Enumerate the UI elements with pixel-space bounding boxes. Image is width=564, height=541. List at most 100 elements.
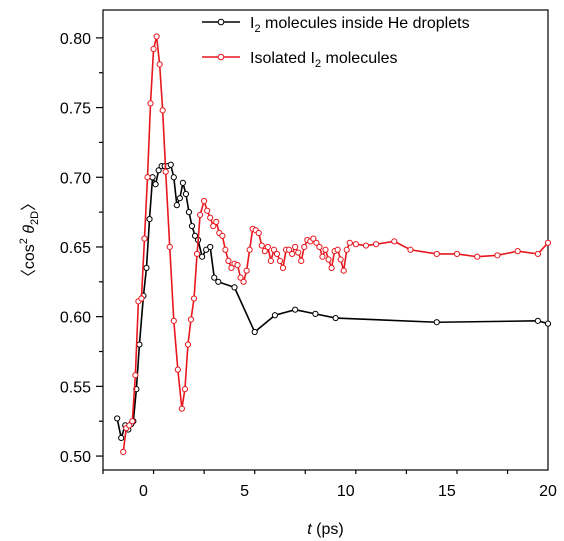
- data-point: [319, 253, 326, 260]
- y-tick-label: 0.70: [60, 170, 91, 187]
- data-point: [204, 207, 211, 214]
- data-point: [193, 250, 201, 258]
- legend-label: Isolated I2 molecules: [250, 50, 398, 70]
- data-point: [407, 246, 414, 253]
- data-point: [126, 422, 133, 429]
- data-point: [153, 33, 160, 40]
- y-tick-label: 0.80: [60, 31, 91, 48]
- data-point: [234, 261, 241, 269]
- series-line: [116, 163, 549, 442]
- data-point: [453, 250, 461, 258]
- data-point: [144, 174, 151, 181]
- data-point: [264, 243, 271, 251]
- data-point: [190, 295, 198, 302]
- data-point: [213, 218, 220, 225]
- x-tick-label: 20: [539, 483, 557, 500]
- y-tick-label: 0.55: [60, 379, 91, 396]
- data-point: [138, 295, 145, 302]
- x-axis-label: t (ps): [307, 521, 343, 538]
- labels: 0 5 10 15 20 0.50 0.55 0.60 0.65 0.70 0.75 0.80 t (p…: [18, 31, 557, 538]
- data-point: [152, 181, 159, 188]
- data-point: [167, 161, 174, 168]
- data-point: [129, 418, 136, 425]
- data-point: [301, 243, 308, 251]
- data-point: [433, 250, 440, 258]
- data-point: [474, 253, 481, 260]
- y-tick-label: 0.50: [60, 449, 91, 466]
- data-point: [207, 214, 214, 221]
- y-axis-label: 〈cos2 θ2D〉: [18, 195, 41, 285]
- data-point: [391, 238, 398, 245]
- x-tick-label: 15: [438, 483, 456, 500]
- data-point: [207, 243, 214, 251]
- data-point: [310, 235, 317, 242]
- data-point: [143, 264, 150, 271]
- data-point: [273, 250, 281, 258]
- legend-marker: [217, 53, 225, 61]
- data-point: [188, 222, 196, 230]
- data-point: [298, 257, 305, 265]
- data-point: [219, 232, 226, 239]
- data-point: [433, 319, 440, 326]
- axes: [96, 9, 549, 474]
- data-point: [150, 45, 157, 53]
- data-point: [199, 253, 206, 260]
- data-point: [271, 312, 279, 319]
- data-point: [334, 246, 341, 253]
- data-point: [340, 267, 347, 274]
- data-point: [316, 243, 323, 251]
- data-point: [136, 341, 143, 348]
- data-point: [372, 241, 380, 248]
- data-point: [191, 232, 199, 239]
- data-point: [240, 278, 247, 285]
- data-point: [159, 107, 166, 114]
- data-point: [332, 314, 339, 322]
- data-point: [155, 167, 162, 174]
- data-point: [174, 366, 181, 373]
- data-point: [184, 341, 192, 348]
- data-point: [261, 248, 268, 255]
- data-point: [292, 306, 299, 313]
- data-point: [289, 250, 296, 258]
- data-point: [292, 243, 299, 251]
- data-point: [243, 267, 250, 274]
- data-point: [343, 246, 350, 253]
- data-point: [203, 246, 210, 253]
- data-point: [270, 246, 278, 253]
- data-point: [178, 405, 185, 412]
- data-point: [162, 168, 169, 175]
- data-point: [166, 243, 173, 251]
- series-2: [120, 33, 552, 455]
- data-point: [237, 274, 244, 281]
- data-point: [279, 264, 287, 271]
- data-point: [544, 239, 552, 246]
- legend-entry-2: Isolated I2 molecules: [202, 50, 398, 70]
- data-point: [246, 246, 253, 253]
- data-point: [313, 239, 320, 246]
- data-point: [201, 197, 208, 205]
- data-point: [322, 246, 329, 253]
- data-point: [255, 229, 262, 237]
- data-point: [210, 222, 217, 230]
- x-tick-label: 0: [139, 483, 148, 500]
- y-tick-label: 0.65: [60, 240, 91, 257]
- data-point: [346, 239, 353, 246]
- data-point: [114, 415, 121, 422]
- data-point: [258, 242, 265, 249]
- data-point: [215, 278, 222, 285]
- data-point: [147, 100, 154, 107]
- data-point: [328, 264, 335, 271]
- data-point: [231, 284, 238, 291]
- data-point: [312, 310, 319, 317]
- data-point: [170, 174, 177, 181]
- data-point: [544, 320, 552, 327]
- data-point: [534, 317, 541, 324]
- data-point: [325, 256, 332, 263]
- data-point: [187, 316, 195, 323]
- legend-entry-1: I2 molecules inside He droplets: [202, 15, 470, 35]
- data-point: [179, 179, 186, 186]
- data-point: [534, 250, 541, 258]
- data-point: [514, 248, 521, 255]
- data-point: [170, 317, 177, 324]
